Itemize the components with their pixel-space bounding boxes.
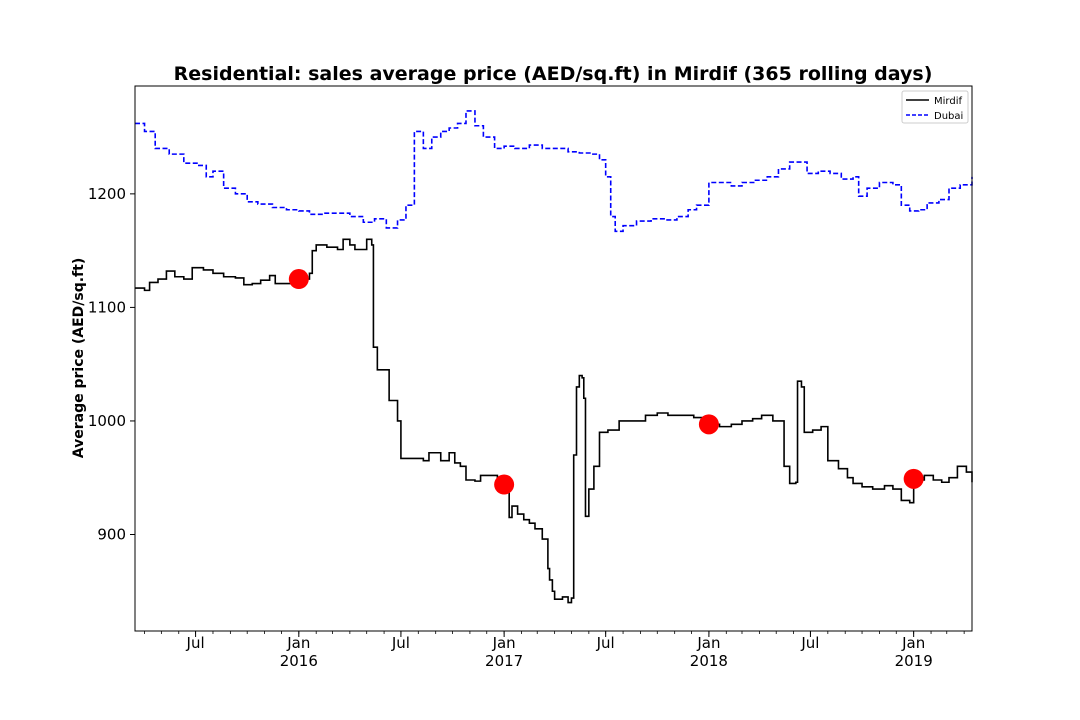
series-line-dubai — [135, 110, 973, 233]
y-axis-label: Average price (AED/sq.ft) — [71, 258, 87, 458]
x-tick-label: Jan — [492, 634, 516, 652]
x-tick-label: Jan — [901, 634, 925, 652]
y-tick-label: 1000 — [88, 412, 126, 430]
marker-point — [698, 414, 719, 435]
axes-frame — [134, 85, 973, 632]
y-tick-label: 900 — [97, 525, 126, 543]
x-tick-label: Jul — [596, 634, 615, 652]
x-tick-label: Jul — [800, 634, 819, 652]
legend-label-dubai: Dubai — [934, 111, 963, 122]
y-tick-label: 1200 — [88, 185, 126, 203]
x-tick-year-label: 2016 — [280, 652, 318, 670]
legend: Mirdif Dubai — [901, 90, 969, 124]
y-tick-label: 1100 — [88, 298, 126, 316]
x-tick-label: Jul — [186, 634, 205, 652]
x-tick-label: Jul — [391, 634, 410, 652]
marker-point — [288, 269, 309, 290]
legend-label-mirdif: Mirdif — [934, 96, 962, 107]
marker-point — [494, 474, 515, 495]
x-tick-year-label: 2018 — [690, 652, 728, 670]
x-tick-label: Jan — [286, 634, 310, 652]
series-line-mirdif — [135, 238, 973, 604]
x-tick-year-label: 2019 — [895, 652, 933, 670]
chart-title: Residential: sales average price (AED/sq… — [174, 63, 933, 85]
x-tick-year-label: 2017 — [485, 652, 523, 670]
x-tick-label: Jan — [696, 634, 720, 652]
marker-point — [903, 468, 924, 489]
